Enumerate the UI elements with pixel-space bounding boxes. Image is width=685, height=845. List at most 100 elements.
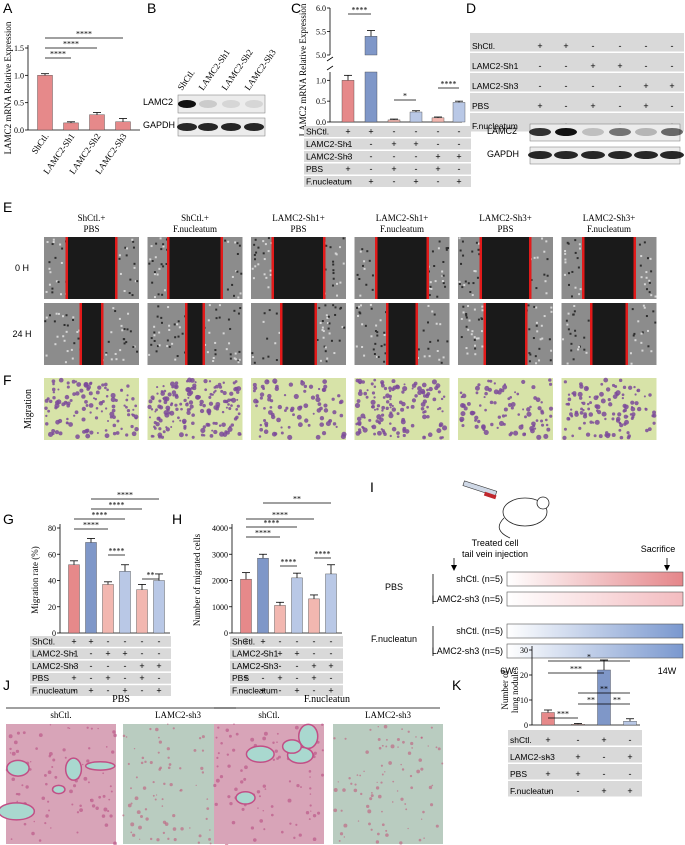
e-cell-texture	[641, 331, 644, 334]
panel-letter-f: F	[3, 372, 12, 388]
j-tissue-texture	[87, 781, 90, 784]
f-migrated-cell	[521, 379, 526, 385]
e-cell-texture	[323, 345, 326, 348]
f-migrated-cell	[428, 386, 433, 392]
i-row-label: shCtl. (n=5)	[456, 574, 503, 584]
j-tissue-texture	[216, 756, 219, 760]
e-cell-texture	[222, 332, 225, 335]
k-condition-sign: -	[577, 735, 580, 745]
j-tissue-texture	[428, 785, 433, 790]
k-stars: *	[587, 653, 591, 662]
f-migrated-cell	[501, 414, 506, 418]
h-condition-sign: -	[296, 636, 299, 646]
d-band-gapdh	[608, 151, 632, 159]
h-stars: ****	[315, 550, 331, 559]
f-migrated-cell	[52, 396, 56, 400]
f-migrated-cell	[296, 414, 302, 420]
d-condition-sign: -	[645, 61, 648, 71]
f-migrated-cell	[589, 420, 593, 424]
panel-letter-c: C	[291, 0, 301, 16]
h-condition-sign: -	[330, 636, 333, 646]
e-cell-texture	[366, 250, 369, 253]
f-migrated-cell	[437, 390, 441, 394]
f-row-label: Migration	[23, 389, 34, 429]
f-migrated-cell	[634, 393, 637, 396]
j-tissue-texture	[130, 831, 133, 834]
f-migrated-cell	[174, 394, 179, 399]
d-condition-sign: +	[617, 61, 622, 71]
h-condition-sign: -	[262, 661, 265, 671]
e-cell-texture	[321, 326, 324, 329]
f-migrated-cell	[358, 380, 362, 385]
j-tissue-texture	[79, 808, 83, 813]
e-cell-texture	[643, 241, 646, 244]
f-migrated-cell	[134, 427, 139, 432]
f-migrated-cell	[434, 385, 439, 391]
f-migrated-cell	[599, 391, 604, 397]
e-cell-texture	[319, 322, 322, 325]
i-axis-label: 14W	[658, 666, 677, 676]
e-cell-texture	[374, 342, 377, 345]
e-cell-texture	[208, 331, 211, 334]
k-tick-label: 20	[520, 671, 528, 680]
e-cell-texture	[266, 337, 269, 340]
f-migrated-cell	[569, 412, 573, 417]
c-condition-sign: +	[391, 139, 396, 149]
f-migrated-cell	[376, 404, 381, 408]
j-tissue-texture	[369, 797, 373, 801]
f-migrated-cell	[86, 387, 90, 391]
c-condition-sign: -	[415, 152, 418, 162]
f-migrated-cell	[579, 410, 584, 415]
e-scratch-edge	[525, 303, 528, 365]
c-tick-label: 0.0	[316, 118, 326, 127]
d-condition-row-label: ShCtl.	[472, 41, 495, 51]
e-cell-texture	[458, 283, 461, 286]
j-tissue-texture	[155, 794, 158, 796]
f-migrated-cell	[522, 432, 526, 437]
f-migrated-cell	[64, 394, 70, 400]
f-migrated-cell	[400, 407, 405, 412]
e-cell-texture	[370, 307, 373, 310]
j-tissue-texture	[15, 749, 20, 754]
d-band-gapdh	[660, 151, 684, 159]
f-migrated-cell	[583, 385, 589, 392]
e-cell-texture	[123, 289, 126, 292]
e-cell-texture	[377, 355, 380, 358]
e-cell-texture	[574, 239, 577, 242]
j-tissue-texture	[430, 726, 433, 729]
f-migrated-cell	[600, 398, 606, 404]
j-tissue-texture	[227, 795, 231, 799]
f-migrated-cell	[414, 394, 418, 398]
d-blot-label: LAMC2	[487, 126, 517, 136]
f-migrated-cell	[73, 414, 76, 417]
e-cell-texture	[330, 339, 333, 342]
e-cell-texture	[64, 361, 67, 364]
e-cell-texture	[654, 295, 657, 298]
j-tissue-texture	[161, 805, 164, 807]
c-condition-sign: +	[345, 127, 350, 137]
e-cell-texture	[528, 360, 531, 363]
e-scratch-edge	[271, 237, 274, 299]
e-cell-texture	[578, 243, 581, 246]
e-cell-texture	[333, 352, 336, 355]
f-migrated-cell	[126, 384, 130, 388]
e-cell-texture	[339, 281, 342, 284]
j-tissue-texture	[54, 775, 58, 779]
j-tissue-texture	[152, 794, 155, 797]
e-cell-texture	[233, 357, 236, 360]
f-migrated-cell	[55, 419, 60, 425]
e-cell-texture	[334, 252, 337, 255]
e-cell-texture	[464, 280, 467, 283]
e-cell-texture	[131, 294, 134, 297]
j-tissue-texture	[340, 809, 343, 812]
f-migrated-cell	[396, 431, 400, 435]
e-cell-texture	[583, 336, 586, 339]
e-cell-texture	[119, 349, 122, 352]
e-cell-texture	[57, 280, 60, 283]
k-stars: **	[613, 696, 621, 705]
g-condition-sign: -	[141, 686, 144, 696]
e-cell-texture	[358, 305, 361, 308]
f-migrated-cell	[227, 426, 233, 432]
j-tissue-texture	[214, 802, 218, 807]
j-tissue-texture	[391, 801, 394, 803]
